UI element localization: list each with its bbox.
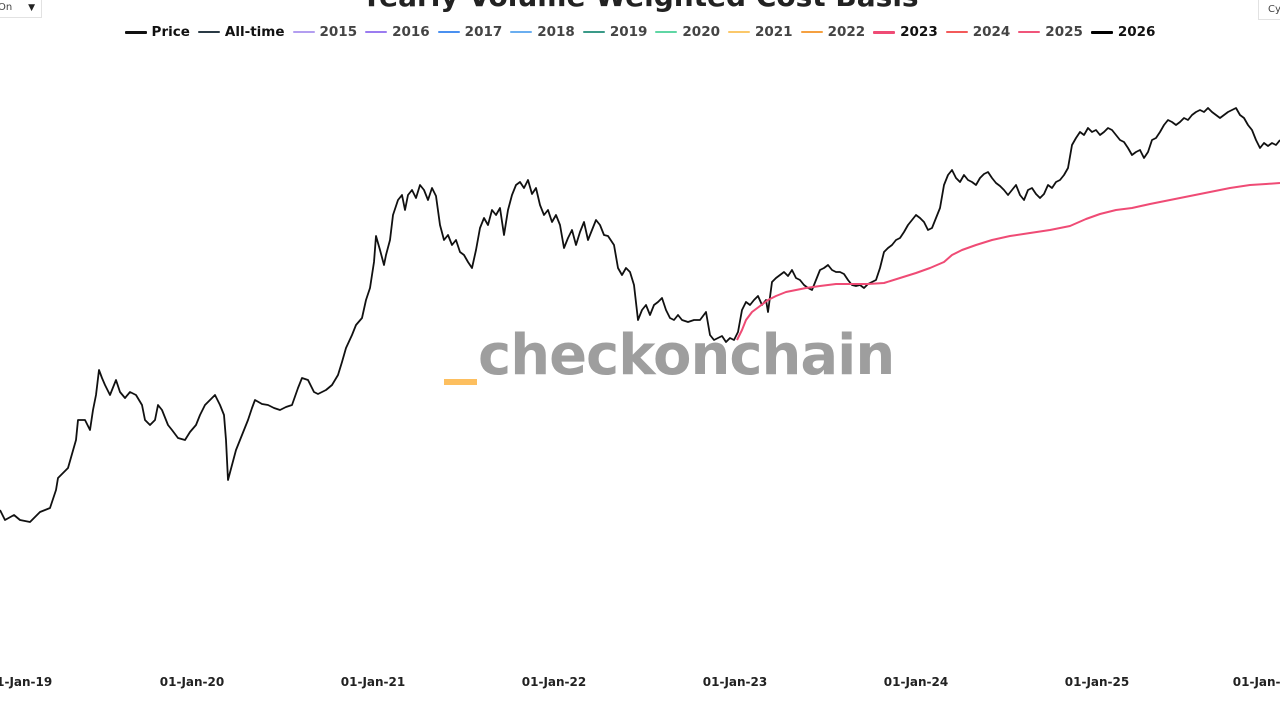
legend-item-2015[interactable]: 2015 [292, 24, 358, 40]
legend-label: 2019 [609, 24, 648, 40]
legend-swatch-icon [197, 31, 220, 33]
legend-swatch-icon [945, 31, 968, 33]
legend-item-2018[interactable]: 2018 [510, 24, 575, 40]
legend-label: 2021 [754, 24, 793, 40]
legend-item-2025[interactable]: 2025 [1018, 24, 1083, 40]
legend-label: 2017 [464, 24, 503, 40]
legend-label: 2018 [537, 24, 575, 40]
toggle-dropdown-label: On [0, 2, 13, 13]
legend-item-all-time[interactable]: All-time [197, 24, 285, 40]
legend-label: 2022 [827, 24, 866, 40]
series-layer [0, 107, 1280, 523]
legend-item-2020[interactable]: 2020 [655, 24, 720, 40]
legend-label: 2026 [1117, 24, 1156, 40]
legend-item-2019[interactable]: 2019 [582, 24, 648, 40]
x-tick-label: 01-Jan-25 [1065, 675, 1129, 689]
legend-label: 2016 [392, 24, 430, 40]
legend-swatch-icon [727, 31, 750, 33]
x-tick-label: 01-Jan-26 [1233, 675, 1280, 689]
legend-label: 2024 [972, 24, 1011, 40]
legend-label: 2023 [900, 24, 938, 40]
legend-item-2016[interactable]: 2016 [365, 24, 430, 40]
legend-swatch-icon [124, 30, 147, 34]
legend-item-2021[interactable]: 2021 [727, 24, 793, 40]
legend-item-2026[interactable]: 2026 [1090, 24, 1156, 40]
legend-item-2023[interactable]: 2023 [873, 24, 938, 40]
legend-swatch-icon [873, 30, 896, 34]
cycle-dropdown[interactable]: Cy [1258, 0, 1280, 20]
x-tick-label: 01-Jan-21 [341, 675, 405, 689]
chart-legend: Price All-time 2015 2016 2017 2018 2019 2020 202… [0, 24, 1280, 40]
x-tick-label: 01-Jan-24 [884, 675, 948, 689]
legend-label: All-time [224, 24, 285, 40]
legend-swatch-icon [292, 31, 315, 33]
chart-title: Yearly Volume Weighted Cost Basis [0, 0, 1280, 13]
legend-item-price[interactable]: Price [124, 24, 190, 40]
x-axis: 01-Jan-19 01-Jan-20 01-Jan-21 01-Jan-22 01-J… [0, 675, 1280, 689]
legend-item-2022[interactable]: 2022 [800, 24, 866, 40]
legend-item-2024[interactable]: 2024 [945, 24, 1011, 40]
legend-swatch-icon [655, 31, 678, 33]
legend-label: 2015 [319, 24, 358, 40]
series-line-2023[interactable] [736, 182, 1280, 341]
x-tick-label: 01-Jan-23 [703, 675, 767, 689]
toggle-dropdown[interactable]: On ▼ [0, 0, 42, 18]
legend-label: Price [151, 24, 190, 40]
x-tick-label: 01-Jan-19 [0, 675, 52, 689]
legend-label: 2020 [682, 24, 720, 40]
legend-swatch-icon [1018, 31, 1041, 33]
legend-swatch-icon [582, 31, 605, 33]
series-line-price[interactable] [0, 107, 1280, 523]
legend-swatch-icon [365, 31, 388, 33]
legend-swatch-icon [437, 31, 460, 33]
legend-swatch-icon [1090, 30, 1113, 34]
legend-swatch-icon [800, 31, 823, 33]
legend-swatch-icon [510, 31, 533, 33]
cycle-dropdown-label: Cy [1268, 4, 1280, 15]
legend-label: 2025 [1045, 24, 1083, 40]
x-tick-label: 01-Jan-22 [522, 675, 586, 689]
legend-item-2017[interactable]: 2017 [437, 24, 503, 40]
x-tick-label: 01-Jan-20 [160, 675, 224, 689]
caret-down-icon: ▼ [28, 2, 35, 13]
